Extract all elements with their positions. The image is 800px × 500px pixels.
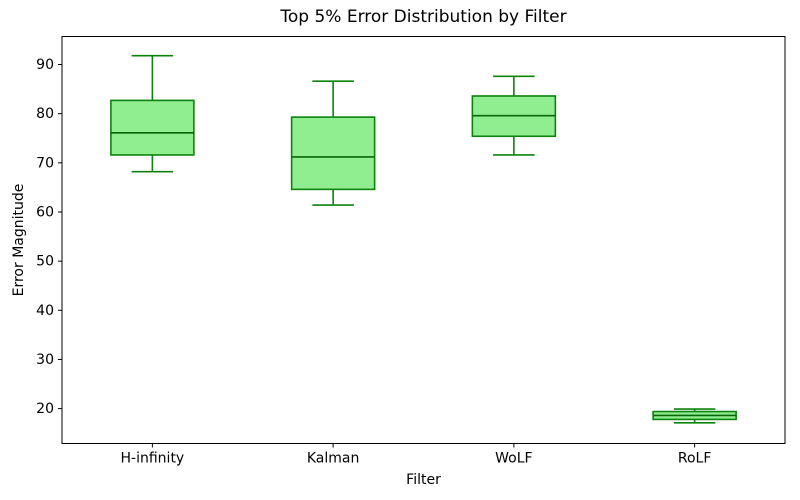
- y-tick-label-40: 40: [36, 303, 54, 319]
- x-axis-label: Filter: [406, 472, 441, 488]
- y-tick-label-50: 50: [36, 254, 54, 270]
- x-tick-label-WoLF: WoLF: [495, 451, 532, 467]
- x-tick-label-RoLF: RoLF: [678, 451, 712, 467]
- x-tick-label-H-infinity: H-infinity: [121, 451, 185, 467]
- x-tick-label-Kalman: Kalman: [307, 451, 360, 467]
- iqr-box: [290, 116, 376, 191]
- y-tick-label-30: 30: [36, 352, 54, 368]
- box-RoLF: [652, 408, 737, 424]
- y-tick-label-80: 80: [36, 106, 54, 122]
- y-tick-label-60: 60: [36, 204, 54, 220]
- box-Kalman: [290, 80, 376, 206]
- chart-title: Top 5% Error Distribution by Filter: [280, 7, 567, 27]
- y-tick-label-20: 20: [36, 401, 54, 417]
- iqr-box: [110, 99, 195, 156]
- y-tick-label-90: 90: [36, 57, 54, 73]
- axes-frame: [61, 36, 786, 444]
- box-H-infinity: [110, 54, 195, 173]
- box-WoLF: [471, 75, 557, 156]
- y-axis-label: Error Magnitude: [11, 183, 27, 297]
- y-tick-label-70: 70: [36, 155, 54, 171]
